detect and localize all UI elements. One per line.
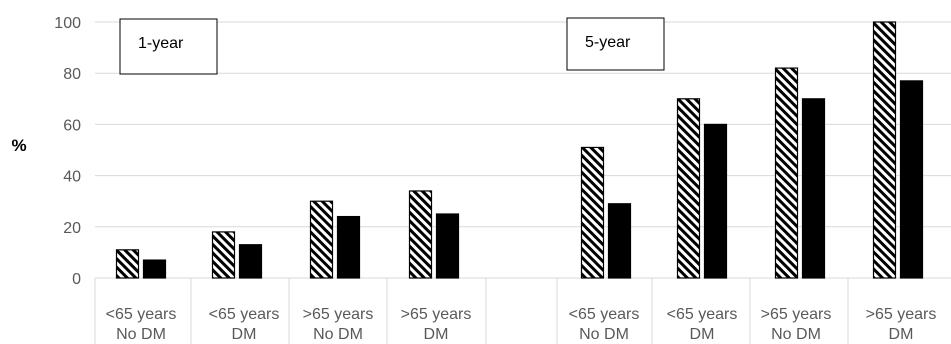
y-tick-label: 0: [72, 271, 81, 288]
x-category-label: >65 years: [303, 306, 374, 323]
y-tick-label: 100: [54, 15, 81, 32]
x-category-sublabel: DM: [232, 326, 257, 343]
x-category-label: >65 years: [866, 306, 937, 323]
y-tick-label: 60: [63, 117, 81, 134]
y-tick-label: 20: [63, 220, 81, 237]
bar-solid: [899, 80, 924, 279]
x-category-sublabel: No DM: [771, 326, 821, 343]
y-axis-label: %: [11, 136, 26, 155]
panel-label-box: [119, 18, 218, 75]
bar-solid: [607, 203, 632, 279]
bar-solid: [142, 259, 167, 279]
x-category-sublabel: No DM: [579, 326, 629, 343]
bar-hatched: [211, 231, 236, 279]
bar-hatched: [676, 98, 701, 279]
x-category-sublabel: No DM: [313, 326, 363, 343]
bar-solid: [336, 215, 361, 279]
y-tick-label: 40: [63, 169, 81, 186]
x-category-label: <65 years: [209, 306, 280, 323]
y-tick-label: 80: [63, 66, 81, 83]
bar-hatched: [408, 190, 433, 279]
x-category-sublabel: No DM: [116, 326, 166, 343]
bar-hatched: [115, 249, 140, 279]
bar-hatched: [872, 21, 897, 279]
bar-solid: [435, 213, 460, 279]
bar-hatched: [309, 200, 334, 279]
bar-hatched: [580, 146, 605, 279]
x-category-sublabel: DM: [690, 326, 715, 343]
gridlines: [94, 21, 951, 344]
x-category-label: >65 years: [761, 306, 832, 323]
x-category-label: <65 years: [667, 306, 738, 323]
x-category-label: <65 years: [106, 306, 177, 323]
bar-solid: [238, 244, 263, 279]
x-category-sublabel: DM: [424, 326, 449, 343]
x-category-label: >65 years: [401, 306, 472, 323]
panel-label-box: [566, 17, 665, 71]
bar-solid: [801, 98, 826, 279]
x-category-sublabel: DM: [889, 326, 914, 343]
labels: 0 20 40 60 80 100% <65 years No DM <65 years DM >6…: [11, 15, 936, 343]
bar-solid: [703, 123, 728, 279]
panel-label: 1-year: [138, 35, 184, 52]
bar-hatched: [774, 67, 799, 279]
panel-label: 5-year: [585, 34, 631, 51]
bars: [115, 21, 924, 279]
x-category-label: <65 years: [569, 306, 640, 323]
